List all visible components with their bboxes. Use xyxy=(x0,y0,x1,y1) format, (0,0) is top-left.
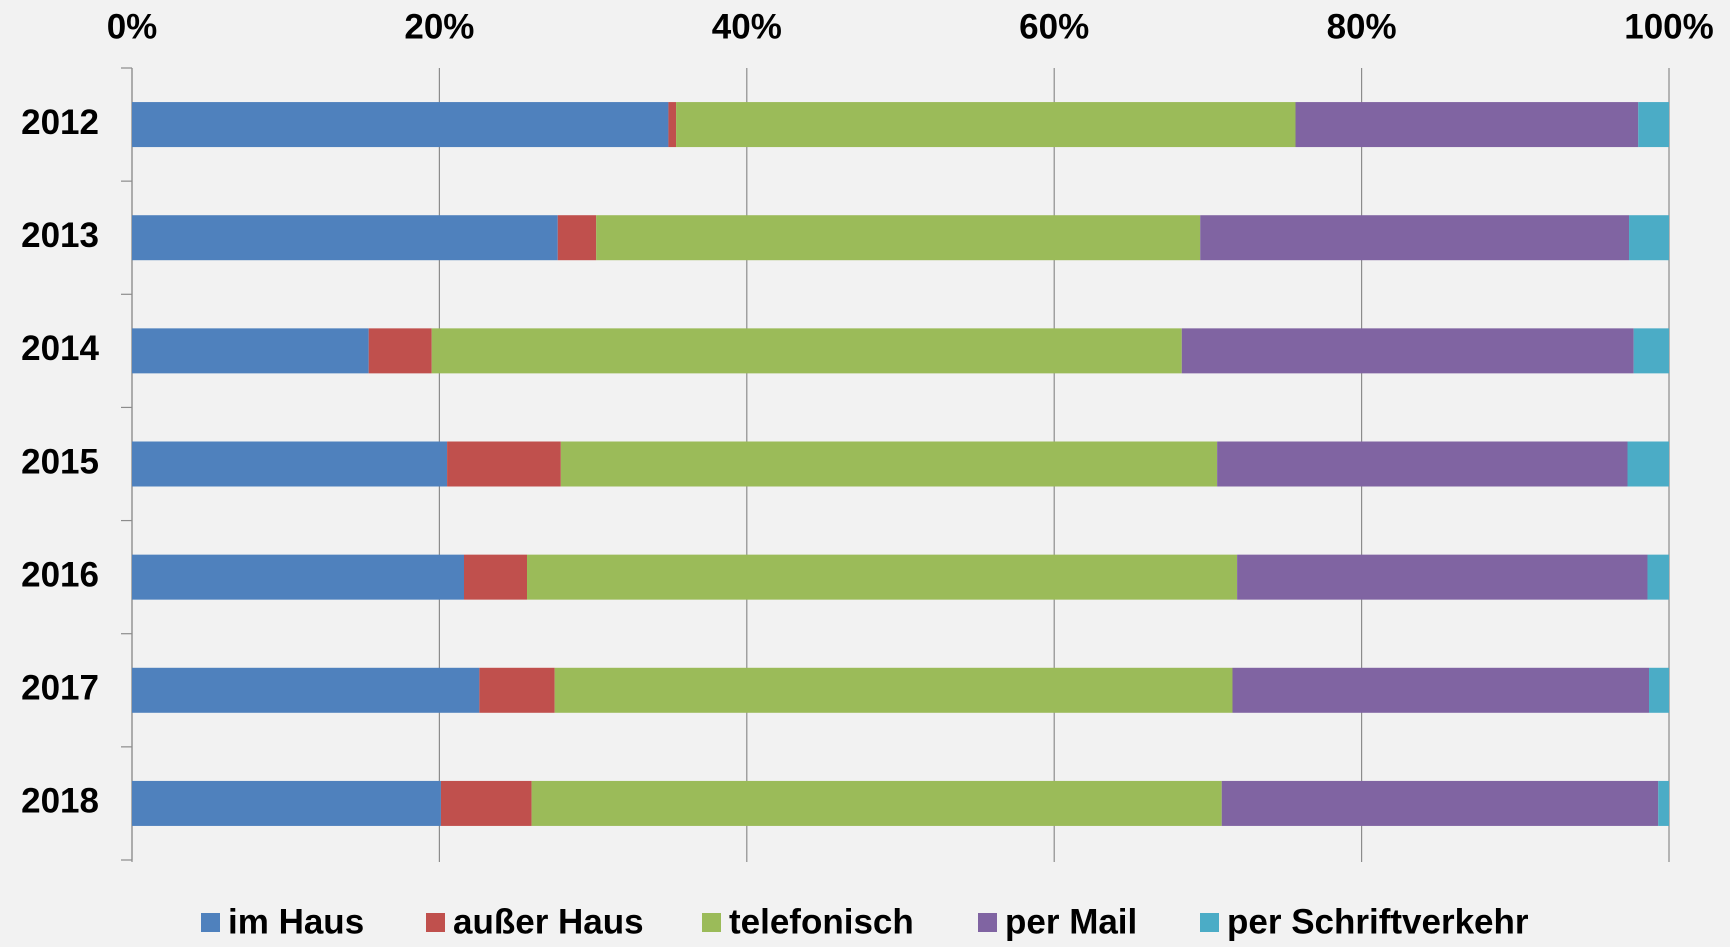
bar-segment xyxy=(1232,667,1650,713)
bar-segment xyxy=(368,328,432,374)
bar-segment xyxy=(1658,780,1669,826)
x-tick-label: 0% xyxy=(107,7,158,46)
bar-segment xyxy=(447,441,561,487)
bar-segment xyxy=(1629,215,1669,261)
legend-label: telefonisch xyxy=(729,902,914,941)
bar-segment xyxy=(132,667,480,713)
x-tick-label: 60% xyxy=(1019,7,1089,46)
bar-segment xyxy=(1237,554,1648,600)
bar-segment xyxy=(1181,328,1634,374)
y-tick-label: 2017 xyxy=(21,669,99,708)
bar-segment xyxy=(132,328,369,374)
bar-segment xyxy=(1649,667,1669,713)
legend-swatch xyxy=(201,913,220,932)
x-tick-label: 100% xyxy=(1624,7,1714,46)
bar-segment xyxy=(1647,554,1669,600)
bar-segment xyxy=(132,441,448,487)
bar-segment xyxy=(596,215,1201,261)
bar-segment xyxy=(668,102,677,148)
bar-segment xyxy=(132,780,441,826)
legend-label: per Schriftverkehr xyxy=(1227,902,1529,941)
bar-segment xyxy=(132,554,464,600)
bar-segment xyxy=(1217,441,1628,487)
bar-segment xyxy=(531,780,1222,826)
bar-segment xyxy=(479,667,555,713)
bar-segment xyxy=(560,441,1218,487)
x-tick-label: 40% xyxy=(712,7,782,46)
y-tick-label: 2014 xyxy=(21,329,99,368)
bar-segment xyxy=(527,554,1238,600)
bar-segment xyxy=(1633,328,1669,374)
bar-segment xyxy=(1200,215,1630,261)
legend-swatch xyxy=(702,913,721,932)
x-tick-label: 20% xyxy=(404,7,474,46)
bar-segment xyxy=(557,215,597,261)
bar-segment xyxy=(676,102,1296,148)
y-tick-label: 2016 xyxy=(21,555,99,594)
bar-segment xyxy=(554,667,1233,713)
legend-swatch xyxy=(426,913,445,932)
y-tick-label: 2018 xyxy=(21,782,99,821)
bar-segment xyxy=(1638,102,1669,148)
legend-label: per Mail xyxy=(1005,902,1137,941)
bar-segment xyxy=(132,102,669,148)
bar-segment xyxy=(431,328,1182,374)
y-tick-label: 2012 xyxy=(21,103,99,142)
y-tick-label: 2015 xyxy=(21,442,99,481)
bar-segment xyxy=(132,215,558,261)
x-tick-label: 80% xyxy=(1327,7,1397,46)
bar-segment xyxy=(440,780,532,826)
legend-label: außer Haus xyxy=(453,902,644,941)
legend-swatch xyxy=(978,913,997,932)
bar-segment xyxy=(463,554,528,600)
legend-swatch xyxy=(1200,913,1219,932)
y-tick-label: 2013 xyxy=(21,216,99,255)
legend-label: im Haus xyxy=(228,902,364,941)
bar-segment xyxy=(1295,102,1639,148)
bar-segment xyxy=(1627,441,1669,487)
bar-segment xyxy=(1221,780,1659,826)
